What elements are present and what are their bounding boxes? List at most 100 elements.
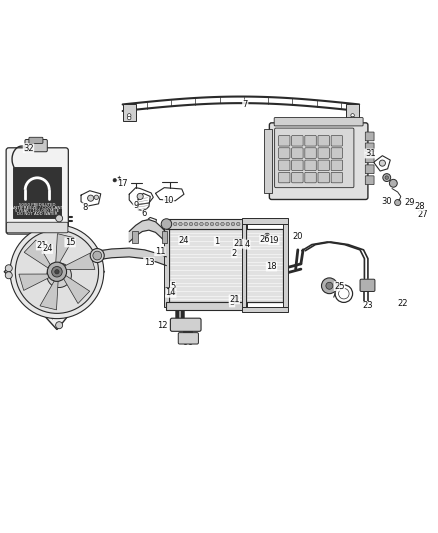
FancyBboxPatch shape (318, 172, 329, 183)
Circle shape (194, 222, 198, 226)
Circle shape (47, 263, 71, 287)
FancyBboxPatch shape (274, 118, 363, 126)
FancyBboxPatch shape (318, 160, 329, 171)
Circle shape (189, 222, 193, 226)
Circle shape (351, 116, 354, 120)
FancyBboxPatch shape (331, 160, 343, 171)
Text: 22: 22 (398, 299, 408, 308)
Circle shape (113, 179, 117, 182)
Circle shape (5, 272, 12, 279)
Circle shape (127, 116, 131, 120)
FancyBboxPatch shape (365, 132, 374, 141)
FancyBboxPatch shape (279, 160, 290, 171)
Text: 11: 11 (155, 247, 165, 256)
Text: ✦: ✦ (117, 175, 122, 181)
FancyBboxPatch shape (305, 148, 316, 158)
Text: 24: 24 (42, 245, 53, 254)
Circle shape (237, 222, 240, 226)
FancyBboxPatch shape (292, 148, 303, 158)
Text: 4: 4 (245, 240, 250, 249)
FancyBboxPatch shape (6, 148, 68, 234)
FancyBboxPatch shape (292, 160, 303, 171)
FancyBboxPatch shape (331, 148, 343, 158)
Circle shape (321, 278, 337, 294)
FancyBboxPatch shape (25, 140, 47, 152)
Text: 18: 18 (266, 262, 277, 271)
Circle shape (47, 262, 67, 281)
Circle shape (215, 222, 219, 226)
FancyBboxPatch shape (305, 135, 316, 146)
Circle shape (237, 241, 243, 246)
Circle shape (184, 222, 187, 226)
Text: 32: 32 (23, 144, 34, 153)
Circle shape (168, 222, 172, 226)
FancyBboxPatch shape (360, 279, 375, 292)
FancyBboxPatch shape (305, 160, 316, 171)
Text: 2: 2 (232, 249, 237, 258)
Text: 8: 8 (83, 203, 88, 212)
Circle shape (179, 222, 182, 226)
Circle shape (389, 179, 397, 187)
FancyBboxPatch shape (269, 123, 368, 199)
Text: 9: 9 (133, 201, 138, 209)
FancyBboxPatch shape (29, 138, 43, 143)
Bar (243, 220, 247, 307)
FancyBboxPatch shape (279, 148, 290, 158)
FancyBboxPatch shape (318, 148, 329, 158)
Circle shape (234, 297, 237, 300)
Circle shape (233, 295, 238, 301)
FancyBboxPatch shape (331, 172, 343, 183)
Polygon shape (19, 274, 50, 290)
Bar (169, 229, 243, 302)
Bar (162, 231, 167, 243)
Circle shape (137, 193, 143, 199)
Circle shape (10, 225, 104, 319)
Bar (132, 231, 138, 243)
FancyBboxPatch shape (365, 176, 374, 184)
Bar (246, 229, 283, 302)
Circle shape (127, 114, 131, 117)
Polygon shape (63, 275, 90, 303)
Text: DO NOT ADD WATER: DO NOT ADD WATER (17, 212, 57, 216)
Circle shape (351, 114, 354, 117)
Circle shape (88, 195, 94, 201)
Text: 7: 7 (243, 100, 248, 109)
Circle shape (161, 219, 172, 229)
Text: 27: 27 (417, 211, 428, 219)
Circle shape (173, 222, 177, 226)
Circle shape (265, 233, 270, 238)
Circle shape (90, 248, 104, 263)
FancyBboxPatch shape (292, 135, 303, 146)
FancyBboxPatch shape (170, 318, 201, 332)
Polygon shape (64, 253, 95, 270)
Text: 20: 20 (293, 232, 303, 241)
Text: 1: 1 (214, 237, 219, 246)
Polygon shape (96, 248, 166, 265)
FancyBboxPatch shape (365, 143, 374, 152)
Text: 30: 30 (381, 197, 392, 206)
Circle shape (326, 282, 333, 289)
Circle shape (15, 230, 99, 313)
FancyBboxPatch shape (318, 135, 329, 146)
Circle shape (56, 215, 63, 222)
Circle shape (93, 251, 102, 260)
Bar (166, 219, 245, 229)
Text: 21: 21 (229, 295, 240, 304)
Polygon shape (56, 233, 74, 263)
Circle shape (266, 235, 268, 237)
Text: 28: 28 (414, 201, 425, 211)
Bar (283, 224, 288, 307)
Text: 23: 23 (363, 302, 373, 310)
Polygon shape (4, 214, 104, 329)
Text: 5 YEAR / 100,000 MILE: 5 YEAR / 100,000 MILE (15, 209, 59, 213)
Text: 13: 13 (144, 257, 154, 266)
Circle shape (395, 199, 401, 206)
Text: 21: 21 (36, 241, 47, 250)
Circle shape (5, 265, 12, 272)
Bar (164, 220, 169, 307)
Text: 14: 14 (166, 288, 176, 297)
Circle shape (94, 195, 99, 199)
Bar (166, 302, 245, 310)
Polygon shape (129, 220, 166, 243)
Bar (123, 104, 136, 120)
